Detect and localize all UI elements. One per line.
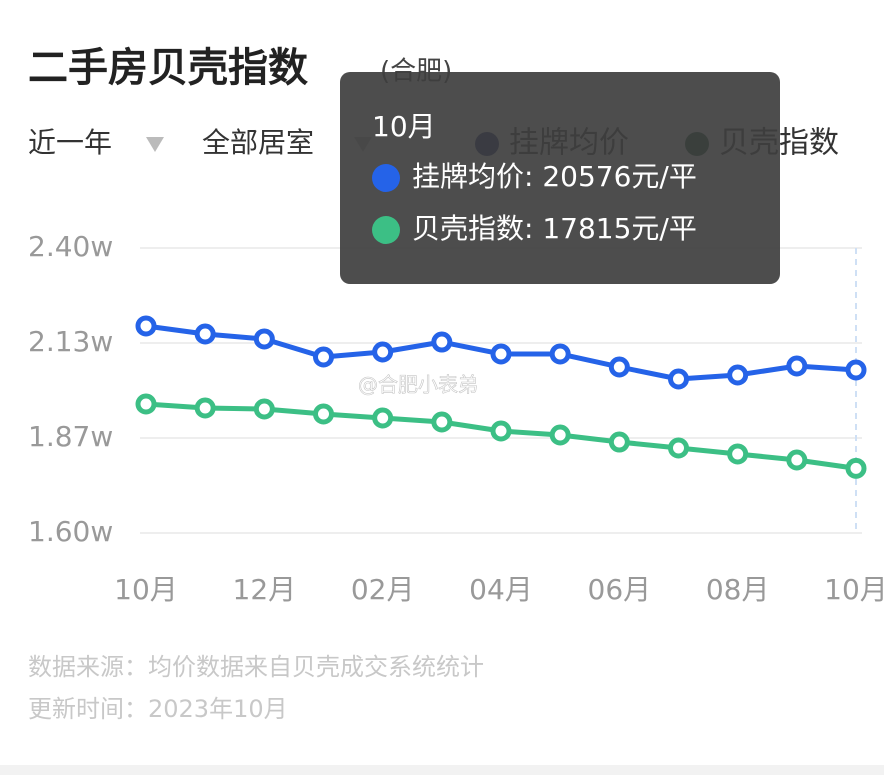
data-point: [194, 323, 216, 345]
chart-title: 二手房贝壳指数: [28, 45, 308, 91]
data-point: [549, 343, 571, 365]
data-point: [372, 341, 394, 363]
x-tick-label: 12月: [233, 573, 297, 606]
data-point: [431, 411, 453, 433]
data-point: [549, 424, 571, 446]
data-point: [490, 343, 512, 365]
x-tick-label: 06月: [588, 573, 652, 606]
x-tick-label: 10月: [824, 573, 884, 606]
data-point: [431, 331, 453, 353]
plot: 1.60w 1.87w 2.13w 2.40w 10月 12月 02月 04月 06月 08月 10…: [28, 230, 884, 606]
data-point: [490, 420, 512, 442]
data-point: [135, 393, 157, 415]
data-point: [727, 443, 749, 465]
data-point: [313, 346, 334, 368]
data-point: [313, 403, 334, 425]
x-tick-label: 10月: [114, 573, 178, 606]
tooltip-marker: [372, 164, 400, 192]
tooltip-box: [340, 72, 780, 284]
footnote: 数据来源：均价数据来自贝壳成交系统统计: [28, 653, 484, 681]
footnote: 更新时间：2023年10月: [28, 695, 288, 723]
data-point: [786, 355, 808, 377]
watermark: @合肥小表弟: [358, 373, 478, 397]
y-tick-label: 2.40w: [28, 230, 113, 263]
data-point: [786, 449, 808, 471]
data-point: [608, 431, 630, 453]
data-point: [845, 359, 867, 381]
tooltip-title: 10月: [372, 110, 436, 143]
data-point: [372, 407, 394, 429]
data-point: [253, 328, 275, 350]
data-point: [845, 457, 867, 479]
x-tick-label: 02月: [351, 573, 415, 606]
x-tick-label: 08月: [706, 573, 770, 606]
data-point: [135, 315, 157, 337]
tooltip-item: 贝壳指数: 17815元/平: [412, 212, 697, 245]
y-tick-label: 1.87w: [28, 420, 113, 453]
data-point: [194, 397, 216, 419]
x-tick-label: 04月: [469, 573, 533, 606]
tooltip-marker: [372, 216, 400, 244]
filter[interactable]: 近一年: [28, 126, 112, 159]
bottom-strip: [0, 765, 884, 775]
y-tick-label: 2.13w: [28, 325, 113, 358]
dropdown-arrow: [146, 137, 164, 152]
data-point: [608, 356, 630, 378]
tooltip-item: 挂牌均价: 20576元/平: [412, 160, 697, 193]
data-point: [668, 368, 689, 390]
data-point: [727, 364, 749, 386]
data-point: [668, 437, 689, 459]
filter[interactable]: 全部居室: [202, 126, 314, 159]
data-point: [253, 398, 275, 420]
y-tick-label: 1.60w: [28, 515, 113, 548]
